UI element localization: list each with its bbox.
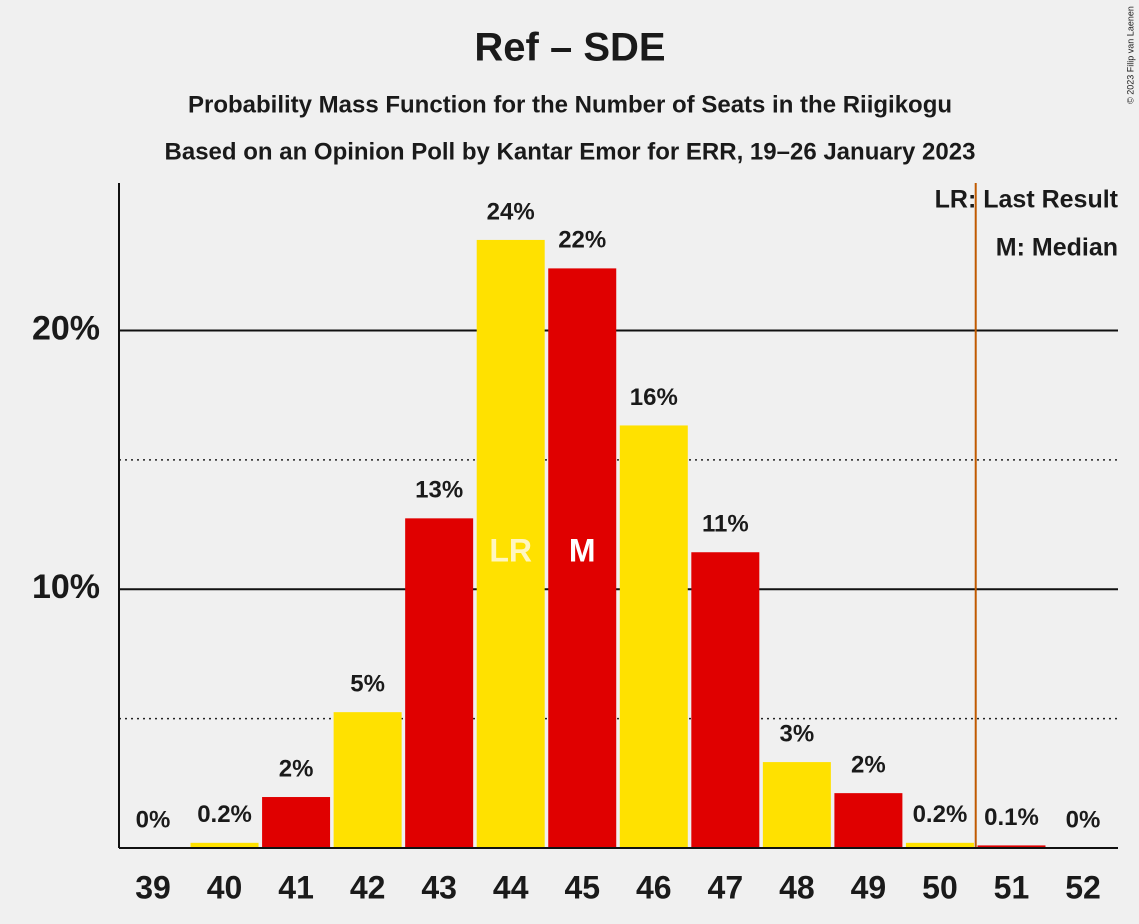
x-tick-label: 51 [994,869,1030,905]
bar [619,425,688,848]
bar-annotation: LR [489,532,532,568]
value-label: 16% [630,384,678,411]
value-label: 0.1% [984,804,1039,831]
x-tick-label: 41 [278,869,314,905]
chart-subtitle: Probability Mass Function for the Number… [188,91,952,118]
x-tick-label: 42 [350,869,386,905]
value-label: 5% [350,670,385,697]
bar [691,552,760,848]
value-label: 3% [780,720,815,747]
bar [333,712,402,848]
x-tick-label: 47 [708,869,744,905]
value-label: 13% [415,477,463,504]
x-tick-label: 40 [207,869,243,905]
bar [548,268,617,848]
value-label: 11% [702,511,749,538]
x-tick-label: 46 [636,869,672,905]
value-label: 0.2% [197,801,252,828]
x-tick-label: 39 [135,869,171,905]
value-label: 22% [558,227,606,254]
bar [977,845,1046,848]
x-tick-label: 50 [922,869,958,905]
bar [190,842,259,848]
x-tick-label: 48 [779,869,815,905]
copyright: © 2023 Filip van Laenen [1125,6,1135,104]
value-label: 0% [136,806,171,833]
bar [262,797,331,848]
bar [905,842,974,848]
bar [834,793,903,848]
value-label: 2% [279,755,314,782]
value-label: 0% [1066,806,1101,833]
x-tick-label: 44 [493,869,529,905]
y-tick-label: 20% [32,309,100,347]
x-tick-label: 49 [851,869,887,905]
bar-annotation: M [569,532,596,568]
x-tick-label: 52 [1065,869,1101,905]
value-label: 24% [487,198,535,225]
chart-title: Ref – SDE [474,26,665,70]
value-label: 0.2% [913,801,968,828]
chart-subtitle: Based on an Opinion Poll by Kantar Emor … [165,138,976,165]
value-label: 2% [851,751,886,778]
bar [405,518,474,848]
bar [762,762,831,848]
legend-entry: M: Median [996,234,1118,262]
bar [476,239,545,848]
y-tick-label: 10% [32,568,100,606]
legend-entry: LR: Last Result [935,186,1119,214]
x-tick-label: 43 [421,869,457,905]
x-tick-label: 45 [564,869,600,905]
